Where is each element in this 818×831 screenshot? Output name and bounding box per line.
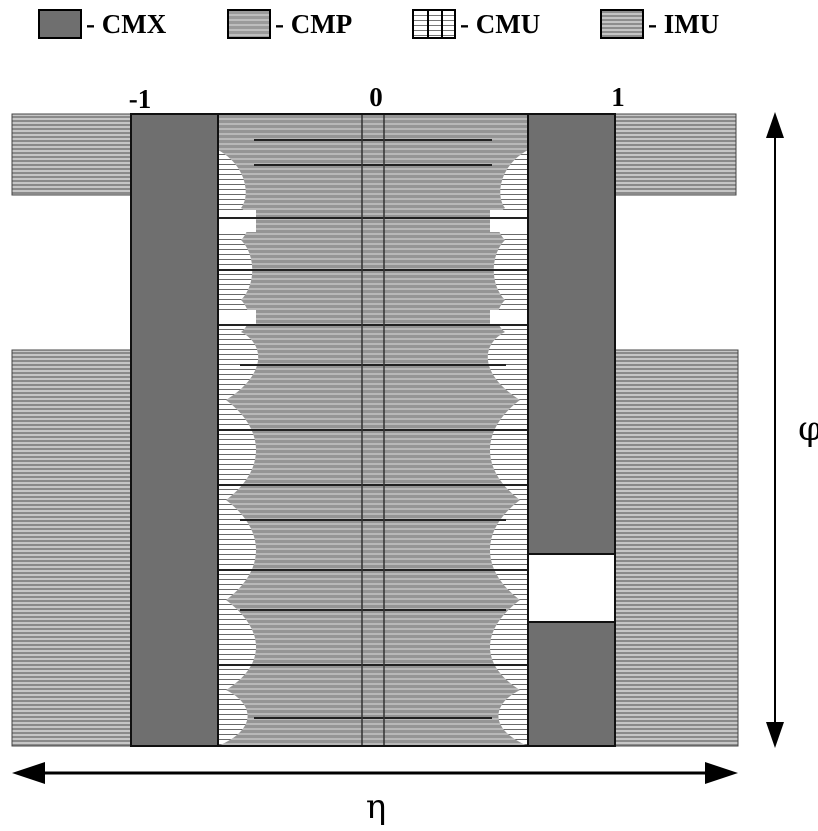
imu-region-left-top — [11, 113, 133, 196]
imu-region-right-top — [613, 113, 737, 196]
legend-label-cmp: - CMP — [275, 8, 353, 39]
cmx-region-right-top — [527, 113, 616, 555]
legend-item-imu: - IMU — [600, 6, 719, 42]
legend: - CMX - CMP - CMU - IMU — [0, 0, 818, 50]
phi-axis-arrow — [766, 112, 784, 748]
cmx-gap-right — [527, 553, 616, 623]
cmx-swatch-icon — [38, 9, 82, 39]
legend-label-cmx: - CMX — [86, 8, 167, 39]
chamber-lines — [218, 139, 528, 719]
eta-axis-label: η — [366, 787, 386, 827]
imu-region-right-bottom — [613, 349, 739, 747]
legend-item-cmu: - CMU — [412, 6, 540, 42]
arrowhead-right-icon — [705, 762, 738, 784]
eta-tick-one: 1 — [611, 82, 625, 112]
imu-regions — [11, 113, 739, 747]
cmp-gap-left-top — [218, 210, 256, 232]
legend-item-cmp: - CMP — [227, 6, 352, 42]
imu-swatch-icon — [600, 9, 644, 39]
cmp-gap-right-top — [490, 210, 528, 232]
eta-axis-arrow — [12, 762, 738, 784]
arrowhead-up-icon — [766, 112, 784, 138]
arrowhead-left-icon — [12, 762, 45, 784]
eta-tick-zero: 0 — [369, 82, 383, 112]
legend-label-imu: - IMU — [648, 8, 720, 39]
arrowhead-down-icon — [766, 722, 784, 748]
cmp-swatch-icon — [227, 9, 271, 39]
phi-axis-label: φ — [798, 409, 818, 449]
legend-item-cmx: - CMX — [38, 6, 166, 42]
cmx-regions — [130, 113, 616, 747]
cmx-region-right-bottom — [527, 621, 616, 747]
cmp-gap-left-middle — [218, 310, 256, 326]
imu-region-left-bottom — [11, 349, 133, 747]
cmp-gap-right-middle — [490, 310, 528, 326]
cmx-region-left — [130, 113, 219, 747]
cmu-region — [217, 113, 529, 747]
eta-tick-minus-one: -1 — [129, 84, 152, 114]
cmu-swatch-icon — [412, 9, 456, 39]
legend-label-cmu: - CMU — [460, 8, 541, 39]
